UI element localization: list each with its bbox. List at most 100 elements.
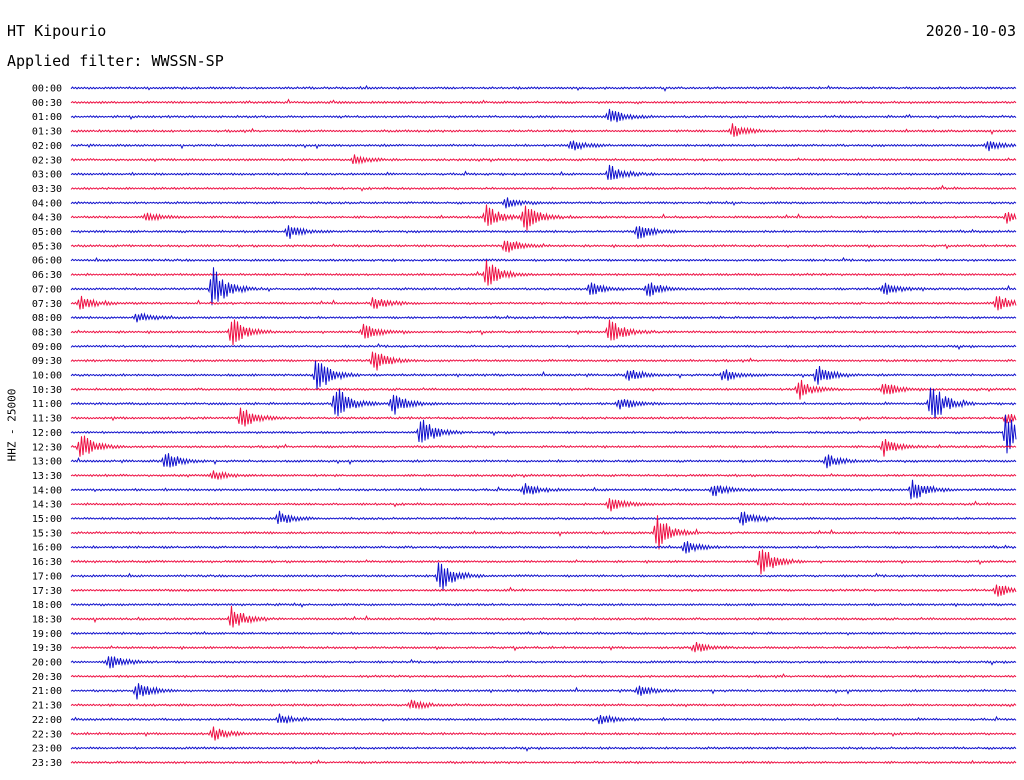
- row-time-label: 05:30: [32, 241, 62, 252]
- row-time-label: 19:30: [32, 643, 62, 654]
- trace-row: [70, 387, 1017, 419]
- row-time-label: 20:30: [32, 672, 62, 683]
- row-time-label: 11:30: [32, 414, 62, 425]
- trace-row: [70, 510, 1017, 526]
- row-time-label: 10:00: [32, 371, 62, 382]
- row-time-label: 08:00: [32, 313, 62, 324]
- trace-row: [70, 562, 1017, 590]
- row-time-label: 14:00: [32, 485, 62, 496]
- station-name: HT Kipourio: [7, 22, 107, 40]
- row-time-label: 07:30: [32, 299, 62, 310]
- trace-row: [70, 259, 1017, 286]
- trace-row: [70, 630, 1017, 636]
- trace-row: [70, 713, 1017, 725]
- row-time-label: 01:00: [32, 112, 62, 123]
- trace-row: [70, 746, 1017, 752]
- trace-row: [70, 184, 1017, 192]
- trace-row: [70, 498, 1017, 512]
- trace-row: [70, 641, 1017, 653]
- row-time-label: 21:30: [32, 701, 62, 712]
- row-time-label: 11:00: [32, 399, 62, 410]
- trace-row: [70, 164, 1017, 180]
- row-time-label: 17:30: [32, 586, 62, 597]
- row-time-label: 18:30: [32, 614, 62, 625]
- filter-label: Applied filter: WWSSN-SP: [7, 52, 224, 70]
- trace-row: [70, 673, 1017, 679]
- trace-row: [70, 683, 1017, 700]
- trace-row: [70, 98, 1017, 105]
- trace-row: [70, 154, 1017, 165]
- row-time-label: 19:00: [32, 629, 62, 640]
- row-time-label: 22:30: [32, 729, 62, 740]
- trace-row: [70, 267, 1017, 306]
- record-date: 2020-10-03: [925, 22, 1016, 40]
- row-time-label: 02:00: [32, 141, 62, 152]
- row-time-label: 03:30: [32, 184, 62, 195]
- row-time-label: 00:00: [32, 84, 62, 95]
- row-time-label: 07:00: [32, 284, 62, 295]
- row-time-label: 23:00: [32, 744, 62, 755]
- row-time-label: 23:30: [32, 758, 62, 769]
- trace-row: [70, 549, 1017, 575]
- trace-row: [70, 84, 1017, 92]
- trace-row: [70, 656, 1017, 669]
- trace-row: [70, 602, 1017, 608]
- row-time-label: 15:00: [32, 514, 62, 525]
- trace-row: [70, 726, 1017, 741]
- trace-row: [70, 108, 1017, 123]
- trace-row: [70, 541, 1017, 554]
- row-time-label: 21:00: [32, 686, 62, 697]
- trace-row: [70, 351, 1017, 371]
- trace-row: [70, 319, 1017, 346]
- trace-row: [70, 605, 1017, 628]
- trace-row: [70, 759, 1017, 765]
- trace-row: [70, 312, 1017, 323]
- row-time-label: 15:30: [32, 528, 62, 539]
- trace-row: [70, 204, 1017, 231]
- trace-row: [70, 295, 1017, 311]
- trace-row: [70, 140, 1017, 152]
- trace-row: [70, 414, 1017, 454]
- trace-row: [70, 240, 1017, 253]
- trace-row: [70, 584, 1017, 597]
- row-time-label: 16:30: [32, 557, 62, 568]
- trace-row: [70, 342, 1017, 351]
- row-time-label: 16:00: [32, 543, 62, 554]
- row-time-label: 00:30: [32, 98, 62, 109]
- row-time-label: 09:30: [32, 356, 62, 367]
- row-time-label: 22:00: [32, 715, 62, 726]
- trace-row: [70, 515, 1017, 550]
- row-time-label: 13:00: [32, 457, 62, 468]
- row-time-label: 05:00: [32, 227, 62, 238]
- trace-row: [70, 197, 1017, 209]
- trace-row: [70, 225, 1017, 239]
- row-time-label: 08:30: [32, 327, 62, 338]
- row-time-label: 13:30: [32, 471, 62, 482]
- row-time-label: 12:00: [32, 428, 62, 439]
- trace-row: [70, 360, 1017, 390]
- trace-row: [70, 256, 1017, 263]
- row-time-label: 18:00: [32, 600, 62, 611]
- row-time-label: 01:30: [32, 127, 62, 138]
- row-time-label: 04:00: [32, 198, 62, 209]
- row-time-label: 06:30: [32, 270, 62, 281]
- trace-row: [70, 407, 1017, 427]
- trace-row: [70, 699, 1017, 710]
- row-time-label: 03:00: [32, 170, 62, 181]
- trace-row: [70, 123, 1017, 137]
- row-time-label: 04:30: [32, 213, 62, 224]
- row-time-label: 17:00: [32, 571, 62, 582]
- row-time-label: 06:00: [32, 256, 62, 267]
- row-time-label: 14:30: [32, 500, 62, 511]
- trace-row: [70, 453, 1017, 469]
- row-time-label: 12:30: [32, 442, 62, 453]
- trace-row: [70, 479, 1017, 500]
- row-time-label: 09:00: [32, 342, 62, 353]
- trace-row: [70, 435, 1017, 457]
- row-time-label: 10:30: [32, 385, 62, 396]
- trace-row: [70, 470, 1017, 481]
- row-time-label: 20:00: [32, 658, 62, 669]
- trace-row: [70, 379, 1017, 400]
- row-time-label: 02:30: [32, 155, 62, 166]
